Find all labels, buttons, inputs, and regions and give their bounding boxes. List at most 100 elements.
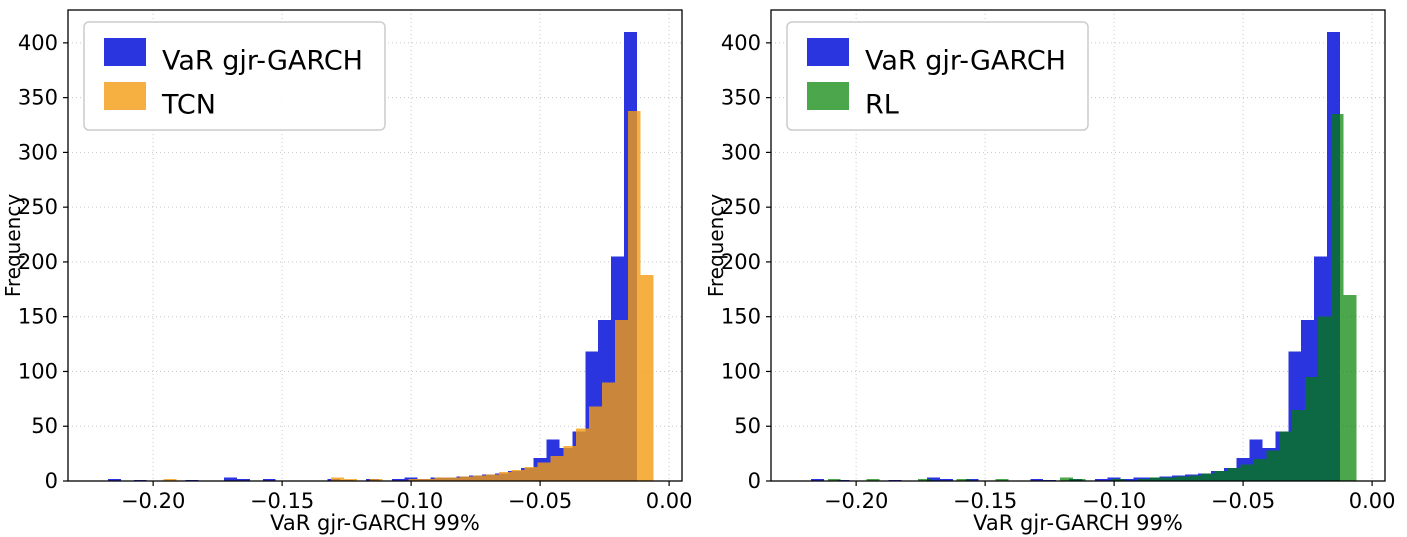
y-tick-label: 100: [18, 359, 58, 383]
histogram-bar: [866, 478, 880, 481]
histogram-bar: [1253, 459, 1267, 481]
x-axis-label: VaR gjr-GARCH 99%: [973, 511, 1183, 535]
legend-patch-rl: [807, 82, 849, 110]
histogram-bar: [511, 470, 525, 481]
y-tick-label: 150: [18, 305, 58, 329]
histogram-bar: [1330, 114, 1344, 481]
y-tick-label: 250: [721, 195, 761, 219]
y-tick-label: 0: [748, 469, 761, 493]
histogram-bar: [369, 478, 383, 481]
x-tick-label: −0.05: [508, 489, 572, 513]
histogram-bar: [640, 275, 654, 481]
histogram-bar: [1150, 477, 1164, 481]
legend-box: [786, 21, 1089, 131]
histogram-bar: [391, 478, 405, 481]
histogram-bar: [1111, 478, 1125, 481]
histogram-bar: [1266, 450, 1280, 481]
histogram-bar: [408, 478, 422, 481]
plot-spines: [67, 9, 683, 482]
histogram-chart: −0.20 −0.15 −0.10 −0.05 0.00 0 50 100 150 200 250 3…: [1, 9, 693, 535]
x-tick-label: −0.10: [1082, 489, 1146, 513]
x-axis-label: VaR gjr-GARCH 99%: [270, 511, 480, 535]
histogram-bar: [107, 478, 121, 481]
histogram-bar: [827, 478, 841, 481]
series-tcn: [163, 110, 654, 481]
histogram-bar: [1317, 316, 1331, 481]
histogram-bar: [1343, 294, 1357, 481]
legend-patch-var-gjr-garch: [807, 38, 849, 66]
y-tick-label: 200: [721, 250, 761, 274]
histogram-bar: [563, 445, 577, 481]
histogram-bar: [537, 462, 551, 481]
histogram-bar: [1214, 471, 1228, 481]
histogram-bar: [498, 472, 512, 481]
y-tick-label: 100: [721, 359, 761, 383]
series-rl: [827, 114, 1357, 481]
histogram-bar: [627, 110, 641, 481]
histogram-bar: [965, 478, 979, 481]
y-tick-label: 300: [721, 140, 761, 164]
histogram-bar: [1305, 376, 1318, 481]
y-axis-label: Frequency: [1, 194, 25, 297]
histogram-bar: [589, 406, 603, 481]
y-tick-label: 200: [18, 250, 58, 274]
histogram-bar: [956, 478, 970, 481]
ticks: −0.20 −0.15 −0.10 −0.05 0.00 0 50 100 150 200 250 3…: [18, 31, 693, 513]
chart-panel-tcn: −0.20 −0.15 −0.10 −0.05 0.00 0 50 100 150 200 250 3…: [0, 0, 703, 537]
histogram-bar: [434, 477, 448, 481]
legend-label: TCN: [161, 90, 216, 121]
x-tick-label: 0.00: [1349, 489, 1396, 513]
histogram-bar: [1030, 478, 1044, 481]
histogram-bar: [331, 477, 345, 481]
histogram-bar: [224, 477, 237, 481]
legend-label: VaR gjr-GARCH: [865, 46, 1066, 77]
legend-patch-var-gjr-garch: [104, 38, 146, 66]
histogram-bar: [927, 477, 940, 481]
legend: VaR gjr-GARCH RL: [786, 21, 1089, 131]
y-tick-label: 400: [18, 31, 58, 55]
x-tick-label: −0.20: [824, 489, 888, 513]
histogram-bar: [1094, 478, 1108, 481]
ticks: −0.20 −0.15 −0.10 −0.05 0.00 0 50 100 150 200 250 3…: [721, 31, 1396, 513]
histogram-bar: [1292, 409, 1306, 481]
histogram-bar: [485, 474, 499, 481]
histogram-bar: [810, 478, 824, 481]
histogram-bar: [447, 477, 461, 481]
histogram-bar: [1059, 477, 1073, 481]
histogram-bar: [995, 478, 1009, 481]
y-tick-label: 400: [721, 31, 761, 55]
histogram-bar: [1227, 467, 1241, 481]
histogram-bar: [1240, 464, 1254, 481]
histogram-bar: [576, 428, 590, 481]
legend-label: RL: [865, 90, 899, 121]
x-tick-label: −0.15: [250, 489, 314, 513]
chart-panel-rl: −0.20 −0.15 −0.10 −0.05 0.00 0 50 100 150 200 250 3…: [703, 0, 1406, 537]
histogram-bar: [1120, 478, 1134, 481]
legend-patch-tcn: [104, 82, 146, 110]
histogram-bar: [262, 478, 276, 481]
y-tick-label: 150: [721, 305, 761, 329]
histogram-bar: [460, 476, 474, 481]
y-tick-label: 250: [18, 195, 58, 219]
histogram-bar: [550, 455, 564, 481]
x-tick-label: −0.05: [1211, 489, 1275, 513]
y-tick-label: 50: [734, 414, 761, 438]
histogram-bar: [236, 478, 250, 481]
histogram-bar: [1201, 473, 1215, 481]
histogram-bar: [473, 475, 486, 481]
histogram-bar: [1279, 431, 1293, 481]
y-tick-label: 50: [31, 414, 58, 438]
histogram-chart: −0.20 −0.15 −0.10 −0.05 0.00 0 50 100 150 200 250 3…: [704, 9, 1396, 535]
y-axis-label: Frequency: [704, 194, 728, 297]
histogram-bar: [163, 478, 177, 481]
y-tick-label: 300: [18, 140, 58, 164]
histogram-bar: [1163, 477, 1177, 481]
y-tick-label: 0: [45, 469, 58, 493]
histogram-bar: [602, 382, 615, 481]
histogram-bar: [918, 478, 931, 481]
histogram-bar: [1176, 476, 1189, 481]
grid: [771, 10, 1385, 482]
histogram-bar: [1072, 478, 1086, 481]
x-tick-label: −0.10: [379, 489, 443, 513]
y-tick-label: 350: [721, 86, 761, 110]
